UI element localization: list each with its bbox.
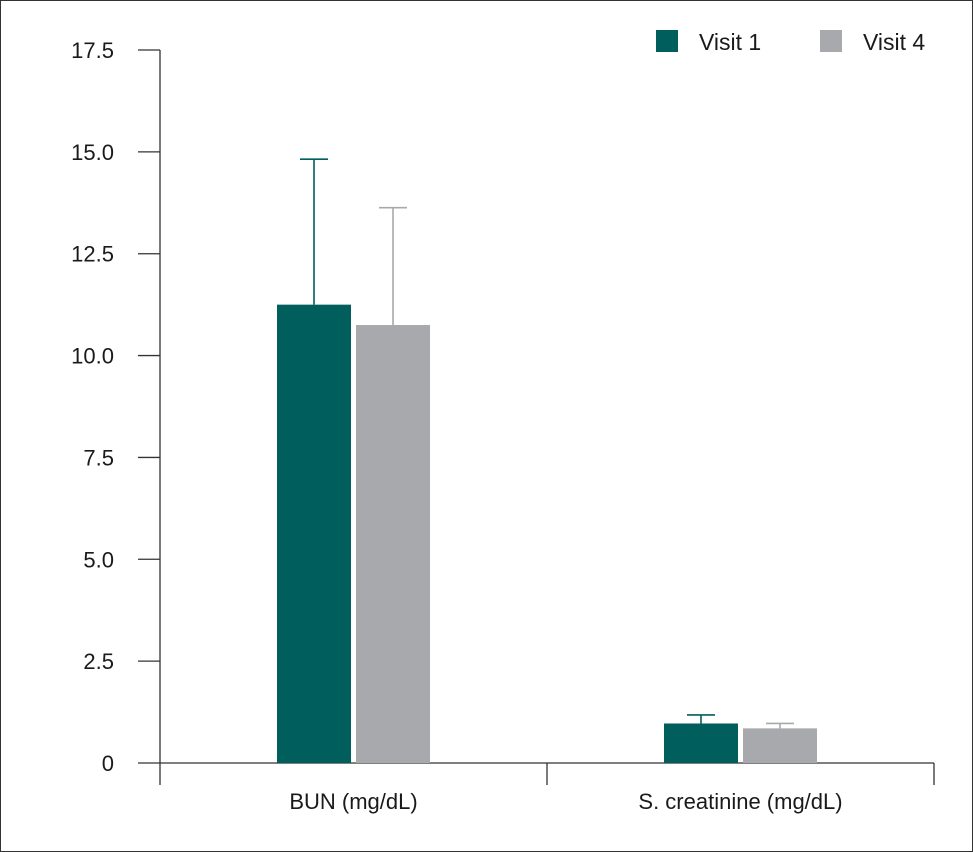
legend-swatch xyxy=(656,30,678,52)
bars xyxy=(277,304,817,763)
bar xyxy=(277,304,351,763)
y-tick-label: 12.5 xyxy=(71,242,114,267)
x-tick-label: BUN (mg/dL) xyxy=(289,789,417,814)
y-axis: 0 2.5 5.0 7.5 10.0 12.5 15.0 17.5 xyxy=(71,38,161,776)
legend-label: Visit 4 xyxy=(863,29,925,55)
error-bars xyxy=(300,158,794,729)
y-tick-label: 5.0 xyxy=(83,547,114,572)
y-tick-label: 17.5 xyxy=(71,38,114,63)
y-tick-label: 0 xyxy=(102,751,114,776)
bar xyxy=(664,723,738,763)
bar xyxy=(356,325,430,763)
x-tick-label: S. creatinine (mg/dL) xyxy=(638,789,842,814)
y-tick-label: 15.0 xyxy=(71,140,114,165)
y-tick-label: 10.0 xyxy=(71,344,114,369)
y-tick-label: 7.5 xyxy=(83,445,114,470)
x-axis: BUN (mg/dL) S. creatinine (mg/dL) xyxy=(159,762,935,814)
bar xyxy=(743,728,817,763)
legend-label: Visit 1 xyxy=(699,29,761,55)
legend: Visit 1 Visit 4 xyxy=(656,29,925,55)
legend-swatch xyxy=(820,30,842,52)
y-tick-label: 2.5 xyxy=(83,649,114,674)
